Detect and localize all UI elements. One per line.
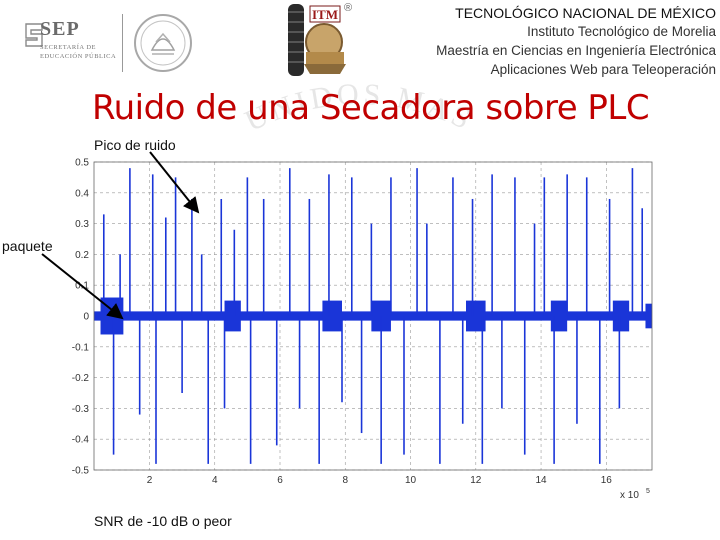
x-tick-label: 14 <box>535 475 547 486</box>
snr-annotation-label: SNR de -10 dB o peor <box>94 513 232 529</box>
packet-annotation-label: paquete <box>2 238 53 254</box>
itm-logo: ITM <box>288 4 346 76</box>
y-tick-label: 0.4 <box>75 188 89 199</box>
watermark: UNIDOS MAS <box>240 78 475 138</box>
x-tick-label: 6 <box>277 475 283 486</box>
y-tick-label: 0.2 <box>75 250 89 261</box>
x-tick-label: 4 <box>212 475 218 486</box>
institution-line-course: Aplicaciones Web para Teleoperación <box>490 62 716 77</box>
packet-burst <box>466 300 486 332</box>
y-tick-label: 0.5 <box>75 158 89 169</box>
x-exponent-power: 5 <box>646 488 650 495</box>
x-exponent-label: x 10 <box>620 490 639 500</box>
sep-emblem-icon <box>25 23 43 47</box>
packet-burst <box>612 300 630 332</box>
mexican-seal-icon <box>134 14 192 72</box>
packet-burst <box>645 303 652 329</box>
logo-divider <box>122 14 123 72</box>
y-tick-label: 0.1 <box>75 281 89 292</box>
x-tick-label: 8 <box>342 475 348 486</box>
y-tick-label: -0.1 <box>72 342 90 353</box>
y-tick-label: 0.3 <box>75 219 89 230</box>
sep-subtitle-line1: SECRETARÍA DE <box>40 44 96 51</box>
x-tick-label: 12 <box>470 475 482 486</box>
packet-burst <box>224 300 241 332</box>
registered-mark: ® <box>344 2 353 14</box>
sep-wordmark: SEP <box>40 18 80 40</box>
x-tick-label: 10 <box>405 475 417 486</box>
y-tick-label: -0.4 <box>72 435 90 446</box>
x-tick-label: 16 <box>601 475 613 486</box>
slide-title: Ruido de una Secadora sobre PLC <box>92 88 650 128</box>
noise-chart: 0.5 0.4 0.3 0.2 0.1 0 -0.1 -0.2 -0.3 -0.4 -0.5 2 4 6 8… <box>72 158 653 500</box>
x-tick-label: 2 <box>147 475 153 486</box>
packet-burst <box>322 300 342 332</box>
signal-trace <box>94 168 652 464</box>
peak-annotation-label: Pico de ruido <box>94 137 176 153</box>
institution-line-national: TECNOLÓGICO NACIONAL DE MÉXICO <box>455 5 716 21</box>
y-tick-label: -0.5 <box>72 466 90 477</box>
y-tick-label: -0.3 <box>72 404 90 415</box>
institution-line-program: Maestría en Ciencias en Ingeniería Elect… <box>436 43 716 58</box>
y-tick-label: 0 <box>83 312 89 323</box>
sep-logo <box>22 14 118 70</box>
packet-burst <box>550 300 568 332</box>
y-tick-label: -0.2 <box>72 373 90 384</box>
itm-logo-text: ITM <box>312 7 338 22</box>
institution-line-institute: Instituto Tecnológico de Morelia <box>527 24 716 39</box>
sep-subtitle-line2: EDUCACIÓN PÚBLICA <box>40 53 117 60</box>
